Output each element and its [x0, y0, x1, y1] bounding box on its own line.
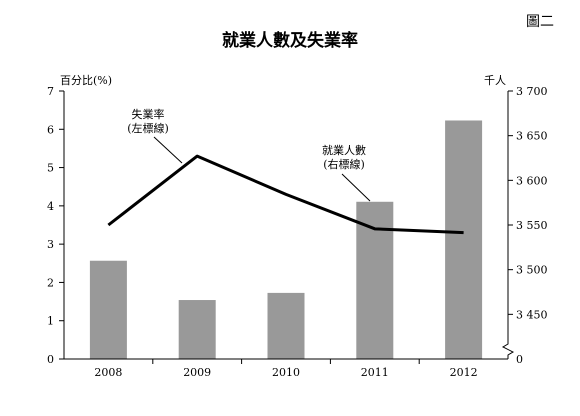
right-axis-tick-label: 3 650	[516, 130, 548, 143]
left-axis-tick-label: 0	[47, 353, 54, 366]
chart-title: 就業人數及失業率	[222, 30, 358, 51]
right-axis-ticks: 0 3 450 3 500 3 550 3 600 3 650 3 700	[508, 85, 548, 366]
left-axis-tick-label: 2	[47, 276, 54, 289]
x-axis-tick-label: 2012	[450, 366, 478, 379]
annotation-employment-axis: (右標線)	[323, 157, 365, 171]
bar	[267, 292, 305, 359]
annotation-unemployment-axis: (左標線)	[127, 121, 169, 135]
right-axis-tick-label: 3 550	[516, 219, 548, 232]
right-axis-tick-label: 0	[516, 353, 523, 366]
bar	[445, 120, 483, 359]
line-series-unemployment	[107, 154, 464, 235]
x-axis-ticks: 2008 2009 2010 2011 2012	[94, 359, 478, 379]
left-axis-ticks: 0 1 2 3 4 5 6 7	[47, 85, 64, 366]
right-axis-tick-label: 3 500	[516, 264, 548, 277]
x-axis-tick-label: 2010	[272, 366, 300, 379]
axis-break-icon	[501, 340, 515, 359]
right-axis-tick-label: 3 600	[516, 174, 548, 187]
bar	[89, 260, 127, 359]
left-axis-tick-label: 3	[47, 238, 54, 251]
left-axis-tick-label: 7	[47, 85, 54, 98]
x-axis-tick-label: 2009	[183, 366, 211, 379]
annotation-employment-name: 就業人數	[322, 143, 366, 157]
annotation-unemployment: 失業率 (左標線)	[127, 107, 183, 164]
right-axis-tick-label: 3 450	[516, 308, 548, 321]
annotation-employment: 就業人數 (右標線)	[322, 143, 371, 202]
x-axis-tick-label: 2008	[94, 366, 122, 379]
annotation-employment-leader	[341, 173, 371, 202]
annotation-unemployment-leader	[153, 136, 183, 164]
bar-series-employment	[89, 120, 483, 359]
x-axis-tick-label: 2011	[361, 366, 389, 379]
bar	[178, 300, 216, 359]
left-axis-tick-label: 5	[47, 162, 54, 175]
right-axis-tick-label: 3 700	[516, 85, 548, 98]
left-axis-tick-label: 1	[47, 315, 54, 328]
left-axis-tick-label: 6	[47, 123, 54, 136]
right-axis-label: 千人	[484, 74, 506, 87]
left-axis-label: 百分比(%)	[60, 74, 112, 87]
figure-label: 圖二	[526, 14, 554, 30]
left-axis-tick-label: 4	[47, 200, 54, 213]
annotation-unemployment-name: 失業率	[132, 107, 165, 121]
